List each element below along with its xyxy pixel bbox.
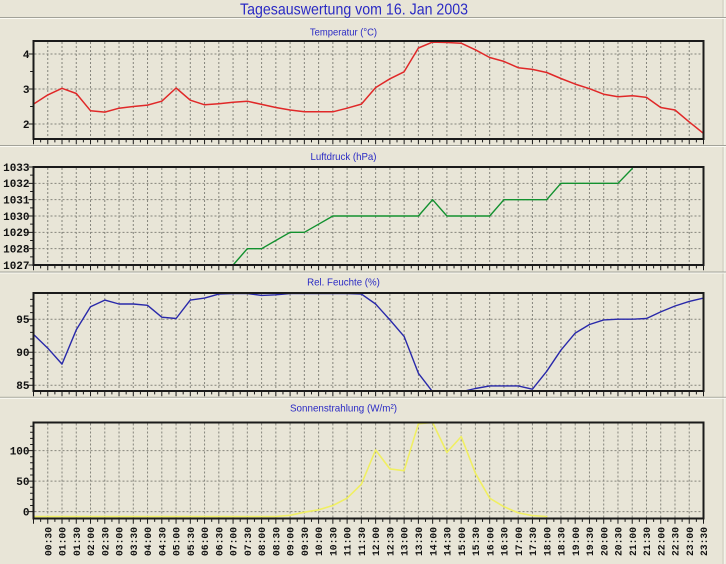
svg-text:01:30: 01:30 bbox=[73, 527, 84, 556]
svg-text:100: 100 bbox=[10, 446, 30, 458]
svg-text:1029: 1029 bbox=[3, 228, 29, 240]
svg-text:1031: 1031 bbox=[3, 195, 30, 207]
svg-text:1030: 1030 bbox=[3, 212, 29, 224]
svg-text:14:30: 14:30 bbox=[444, 527, 455, 556]
svg-text:01:00: 01:00 bbox=[59, 527, 70, 556]
svg-text:21:30: 21:30 bbox=[643, 527, 654, 556]
svg-text:95: 95 bbox=[16, 315, 30, 327]
svg-text:1033: 1033 bbox=[3, 163, 30, 175]
svg-text:Luftdruck (hPa): Luftdruck (hPa) bbox=[311, 151, 377, 163]
svg-text:15:00: 15:00 bbox=[458, 527, 469, 556]
svg-text:3: 3 bbox=[23, 85, 30, 97]
svg-text:03:30: 03:30 bbox=[130, 527, 141, 556]
svg-text:4: 4 bbox=[23, 50, 30, 62]
svg-text:20:30: 20:30 bbox=[615, 527, 626, 556]
svg-text:06:00: 06:00 bbox=[201, 527, 212, 556]
svg-text:17:00: 17:00 bbox=[515, 527, 526, 556]
svg-text:05:00: 05:00 bbox=[173, 527, 184, 556]
svg-text:15:30: 15:30 bbox=[472, 527, 483, 556]
svg-text:05:30: 05:30 bbox=[187, 527, 198, 556]
svg-text:90: 90 bbox=[16, 348, 29, 360]
svg-text:10:00: 10:00 bbox=[315, 527, 326, 556]
svg-text:09:00: 09:00 bbox=[287, 527, 298, 556]
svg-text:16:30: 16:30 bbox=[501, 527, 512, 556]
svg-text:07:00: 07:00 bbox=[230, 527, 241, 556]
svg-text:11:30: 11:30 bbox=[358, 527, 369, 556]
svg-text:20:00: 20:00 bbox=[600, 527, 611, 556]
svg-text:13:00: 13:00 bbox=[401, 527, 412, 556]
svg-text:02:00: 02:00 bbox=[87, 527, 98, 556]
svg-text:1028: 1028 bbox=[3, 244, 30, 256]
svg-text:03:00: 03:00 bbox=[116, 527, 127, 556]
svg-text:Rel. Feuchte (%): Rel. Feuchte (%) bbox=[307, 277, 380, 289]
svg-text:10:30: 10:30 bbox=[329, 527, 340, 556]
svg-text:18:00: 18:00 bbox=[543, 527, 554, 556]
svg-text:04:00: 04:00 bbox=[144, 527, 155, 556]
svg-text:23:30: 23:30 bbox=[700, 527, 711, 556]
svg-text:1027: 1027 bbox=[3, 261, 29, 273]
svg-text:23:00: 23:00 bbox=[686, 527, 697, 556]
svg-text:1032: 1032 bbox=[3, 179, 29, 191]
svg-text:16:00: 16:00 bbox=[486, 527, 497, 556]
svg-text:12:00: 12:00 bbox=[372, 527, 383, 556]
svg-text:0: 0 bbox=[23, 507, 30, 519]
svg-text:08:30: 08:30 bbox=[272, 527, 283, 556]
svg-text:85: 85 bbox=[16, 381, 30, 393]
svg-text:14:00: 14:00 bbox=[429, 527, 440, 556]
svg-text:Tagesauswertung vom 16. Jan 20: Tagesauswertung vom 16. Jan 2003 bbox=[240, 2, 468, 19]
svg-text:00:30: 00:30 bbox=[44, 527, 55, 556]
svg-text:Sonnenstrahlung (W/m²): Sonnenstrahlung (W/m²) bbox=[290, 403, 397, 415]
svg-text:12:30: 12:30 bbox=[386, 527, 397, 556]
svg-text:18:30: 18:30 bbox=[558, 527, 569, 556]
svg-text:07:30: 07:30 bbox=[244, 527, 255, 556]
svg-text:Temperatur (°C): Temperatur (°C) bbox=[310, 27, 377, 39]
svg-text:21:00: 21:00 bbox=[629, 527, 640, 556]
svg-text:2: 2 bbox=[23, 120, 30, 132]
svg-text:09:30: 09:30 bbox=[301, 527, 312, 556]
svg-text:08:00: 08:00 bbox=[258, 527, 269, 556]
svg-text:02:30: 02:30 bbox=[101, 527, 112, 556]
svg-text:17:30: 17:30 bbox=[529, 527, 540, 556]
svg-text:22:30: 22:30 bbox=[672, 527, 683, 556]
svg-text:04:30: 04:30 bbox=[158, 527, 169, 556]
svg-text:11:00: 11:00 bbox=[344, 527, 355, 556]
svg-text:19:00: 19:00 bbox=[572, 527, 583, 556]
svg-text:19:30: 19:30 bbox=[586, 527, 597, 556]
svg-text:50: 50 bbox=[16, 477, 29, 489]
svg-text:22:00: 22:00 bbox=[657, 527, 668, 556]
svg-text:06:30: 06:30 bbox=[215, 527, 226, 556]
svg-text:13:30: 13:30 bbox=[415, 527, 426, 556]
